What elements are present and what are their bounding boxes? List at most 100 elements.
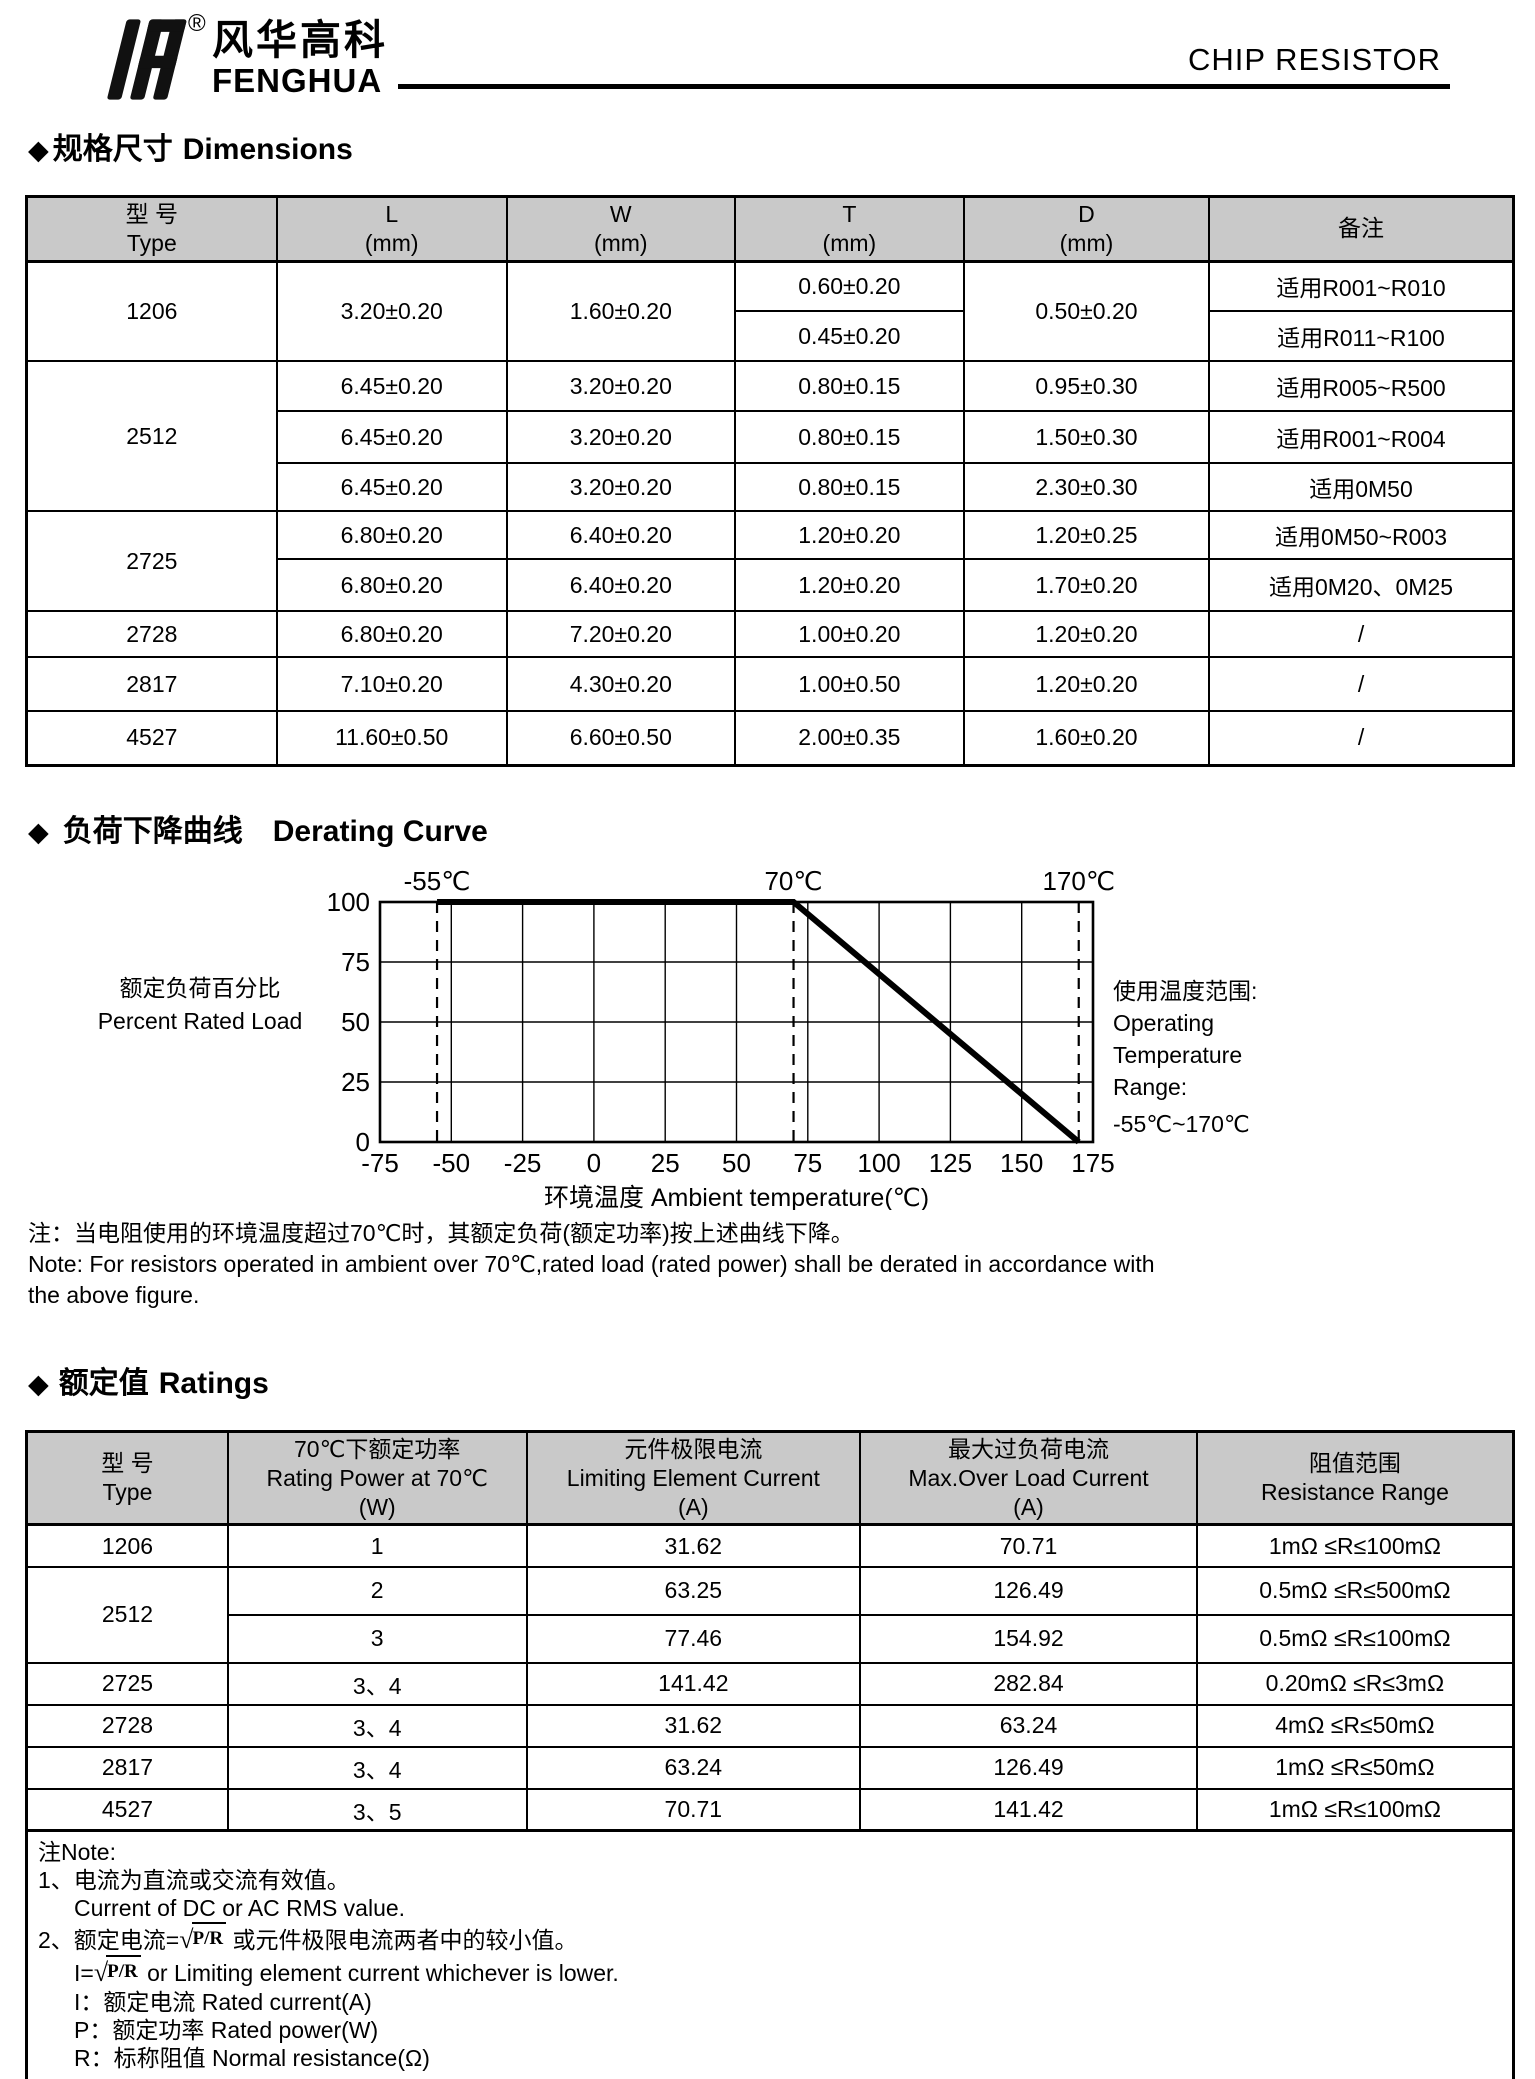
d-cell: 1.20±0.20 (962, 610, 1211, 658)
resistance-range-cell: 0.5mΩ ≤R≤500mΩ (1195, 1565, 1515, 1616)
table-row: 2725 6.80±0.20 6.40±0.20 1.20±0.20 1.20±… (25, 510, 1515, 612)
x-tick-label: 125 (929, 1148, 972, 1178)
remark-cell: 适用0M50 (1208, 462, 1515, 512)
y-axis-label-en: Percent Rated Load (97, 1008, 303, 1034)
table-row: 2817 3、4 63.24 126.49 1mΩ ≤R≤50mΩ (25, 1745, 1515, 1790)
d-cell: 1.20±0.25 (962, 510, 1211, 560)
remark-cell: 适用R011~R100 (1208, 310, 1515, 362)
temperature-annotation: 70℃ (764, 866, 822, 896)
table-row: 6.80±0.20 6.40±0.20 1.20±0.20 1.70±0.20 … (27, 558, 1515, 612)
d-cell: 1.60±0.20 (962, 710, 1211, 766)
table-header-row: 型 号 Type L (mm) W (mm) T (mm) D (mm) 备注 (25, 195, 1515, 263)
table-row: 6.45±0.20 3.20±0.20 0.80±0.15 1.50±0.30 … (27, 410, 1515, 464)
ratings-table: 型 号 Type 70℃下额定功率 Rating Power at 70℃ (W) 元… (25, 1430, 1515, 1833)
remark-cell: 适用R005~R500 (1208, 360, 1515, 412)
note-def-p: P：额定功率 Rated power(W) (74, 2017, 379, 2044)
type-cell: 2817 (25, 1745, 229, 1790)
dimensions-table: 型 号 Type L (mm) W (mm) T (mm) D (mm) 备注 1206 … (25, 195, 1515, 767)
power-cell: 3、4 (226, 1703, 528, 1748)
fenghua-logo-icon (107, 19, 187, 100)
col-header-power: 70℃下额定功率 Rating Power at 70℃ (W) (226, 1430, 528, 1527)
table-row: 6.45±0.20 3.20±0.20 0.80±0.15 2.30±0.30 … (27, 462, 1515, 512)
table-row: 3 77.46 154.92 0.5mΩ ≤R≤100mΩ (27, 1613, 1515, 1664)
x-tick-label: -50 (433, 1148, 471, 1178)
sqrt-expression: √P/R (94, 1955, 141, 1988)
derating-section-title: ◆ 负荷下降曲线 Derating Curve (28, 806, 488, 850)
registered-trademark-icon: ® (188, 10, 206, 37)
op-note-line: Range: (1113, 1074, 1188, 1100)
brand-name-cn: 风华高科 (212, 17, 388, 63)
col-header-d: D (mm) (962, 195, 1211, 263)
limit-current-cell: 77.46 (525, 1613, 862, 1664)
overload-current-cell: 282.84 (859, 1661, 1198, 1706)
ratings-note-box: 注Note: 1、电流为直流或交流有效值。 Current of DC or A… (25, 1832, 1515, 2079)
radical-sign-icon: √ (179, 1925, 194, 1955)
resistance-range-cell: 4mΩ ≤R≤50mΩ (1195, 1703, 1515, 1748)
limit-current-cell: 31.62 (525, 1703, 862, 1748)
d-cell: 0.50±0.20 (962, 260, 1211, 362)
type-cell: 4527 (25, 1787, 229, 1832)
d-cell: 1.70±0.20 (962, 558, 1211, 612)
note-item-1-en: Current of DC or AC RMS value. (74, 1895, 406, 1922)
resistance-range-cell: 1mΩ ≤R≤100mΩ (1195, 1523, 1515, 1568)
overload-current-cell: 141.42 (859, 1787, 1198, 1832)
t-cell: 2.00±0.35 (733, 710, 965, 766)
col-header-l: L (mm) (275, 195, 508, 263)
col-header-resistance-range: 阻值范围 Resistance Range (1195, 1430, 1515, 1527)
op-note-line: Temperature (1113, 1042, 1243, 1068)
remark-cell: 适用R001~R010 (1208, 260, 1515, 312)
col-header-remark: 备注 (1208, 195, 1515, 263)
overload-current-cell: 70.71 (859, 1523, 1198, 1568)
ratings-title-cn: 额定值 (58, 1367, 149, 1400)
power-cell: 3、4 (226, 1745, 528, 1790)
dimensions-title-en: Dimensions (182, 133, 353, 166)
diamond-bullet-icon: ◆ (28, 1369, 49, 1399)
l-cell: 6.80±0.20 (275, 510, 508, 560)
doc-title: CHIP RESISTOR (1188, 42, 1442, 77)
note-item-1-cn: 1、电流为直流或交流有效值。 (38, 1867, 350, 1894)
diamond-bullet-icon: ◆ (28, 135, 49, 165)
x-tick-label: -75 (361, 1148, 399, 1178)
t-cell: 1.00±0.20 (733, 610, 965, 658)
x-tick-label: 150 (1000, 1148, 1043, 1178)
d-cell: 0.95±0.30 (962, 360, 1211, 412)
resistance-range-cell: 0.5mΩ ≤R≤100mΩ (1195, 1613, 1515, 1664)
t-cell: 0.80±0.15 (733, 360, 965, 412)
t-cell: 0.80±0.15 (733, 462, 965, 512)
l-cell: 6.45±0.20 (275, 360, 508, 412)
w-cell: 1.60±0.20 (505, 260, 736, 362)
table-row: 0.45±0.20 适用R011~R100 (27, 310, 1515, 362)
y-axis-label-cn: 额定负荷百分比 (119, 975, 281, 1001)
overload-current-cell: 63.24 (859, 1703, 1198, 1748)
type-cell: 2817 (25, 656, 278, 712)
limit-current-cell: 141.42 (525, 1661, 862, 1706)
t-cell: 0.80±0.15 (733, 410, 965, 464)
d-cell: 1.20±0.20 (962, 656, 1211, 712)
col-header-limit-current: 元件极限电流 Limiting Element Current (A) (525, 1430, 862, 1527)
table-row: 4527 3、5 70.71 141.42 1mΩ ≤R≤100mΩ (25, 1787, 1515, 1832)
derating-note-cn: 注：当电阻使用的环境温度超过70℃时，其额定负荷(额定功率)按上述曲线下降。 (28, 1220, 854, 1246)
l-cell: 3.20±0.20 (275, 260, 508, 362)
table-row: 2728 3、4 31.62 63.24 4mΩ ≤R≤50mΩ (25, 1703, 1515, 1748)
overload-current-cell: 126.49 (859, 1565, 1198, 1616)
w-cell: 6.60±0.50 (505, 710, 736, 766)
ratings-title-en: Ratings (158, 1367, 269, 1400)
col-header-w: W (mm) (505, 195, 736, 263)
op-note-line: 使用温度范围: (1113, 978, 1258, 1004)
limit-current-cell: 63.25 (525, 1565, 862, 1616)
op-note-line: Operating (1113, 1010, 1215, 1036)
power-cell: 3 (226, 1613, 528, 1664)
col-header-t: T (mm) (733, 195, 965, 263)
table-row: 1206 3.20±0.20 1.60±0.20 0.60±0.20 0.50±… (25, 260, 1515, 362)
limit-current-cell: 70.71 (525, 1787, 862, 1832)
x-tick-label: 100 (857, 1148, 900, 1178)
l-cell: 6.45±0.20 (275, 410, 508, 464)
col-header-overload-current: 最大过负荷电流 Max.Over Load Current (A) (859, 1430, 1198, 1527)
l-cell: 6.80±0.20 (275, 558, 508, 612)
power-cell: 3、5 (226, 1787, 528, 1832)
note-item-2-cn: 2、额定电流=√P/R 或元件极限电流两者中的较小值。 (38, 1922, 1502, 1955)
resistance-range-cell: 1mΩ ≤R≤50mΩ (1195, 1745, 1515, 1790)
derating-curve-svg: -75 -50 -25 0 25 50 75 100 125 150 175 0 25 50 75 100 -5… (327, 866, 1115, 1210)
derating-title-en: Derating Curve (272, 815, 488, 848)
t-cell: 1.20±0.20 (733, 558, 965, 612)
